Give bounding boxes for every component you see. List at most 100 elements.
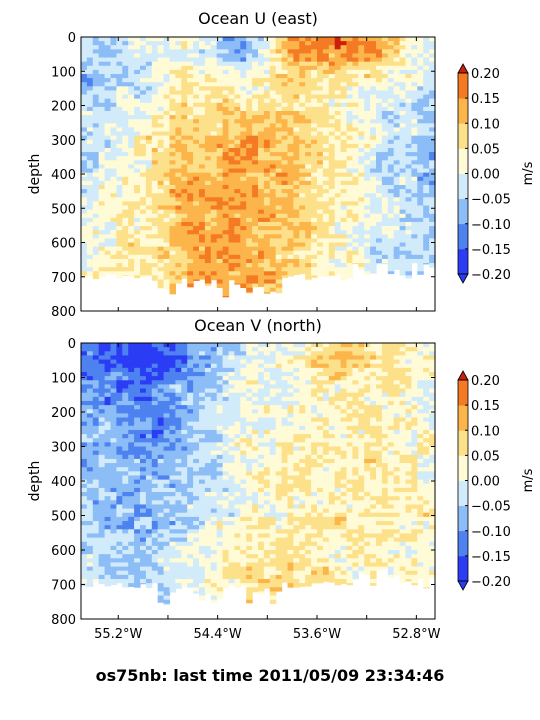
data-cell [81, 388, 88, 394]
data-cell [157, 500, 165, 506]
data-cell [393, 73, 401, 79]
y-tick-label: 0 [68, 31, 76, 46]
data-cell [293, 258, 300, 264]
data-cell [370, 45, 377, 50]
data-cell [175, 537, 182, 543]
data-cell [116, 504, 123, 510]
data-cell [346, 65, 353, 71]
data-cell [222, 209, 230, 215]
data-cell [193, 591, 200, 594]
data-cell [140, 475, 147, 481]
data-cell [199, 355, 206, 361]
data-cell [275, 143, 283, 149]
data-cell [269, 119, 277, 124]
data-cell [275, 160, 283, 166]
data-cell [116, 176, 123, 182]
data-cell [322, 65, 330, 71]
data-cell [376, 221, 383, 227]
data-cell [187, 363, 194, 369]
data-cell [234, 69, 241, 75]
data-cell [269, 115, 277, 120]
data-cell [328, 41, 336, 46]
data-cell [281, 65, 289, 71]
data-cell [86, 351, 94, 357]
data-cell [104, 371, 112, 377]
data-cell [204, 359, 212, 365]
data-cell [169, 221, 176, 227]
data-cell [163, 384, 171, 390]
data-cell [175, 578, 182, 584]
data-cell [122, 37, 129, 42]
data-cell [116, 110, 123, 116]
data-cell [222, 193, 230, 198]
data-cell [269, 90, 277, 96]
data-cell [364, 49, 371, 55]
data-cell [199, 102, 206, 108]
data-cell [393, 189, 401, 194]
data-cell [122, 541, 129, 547]
y-tick-label: 500 [51, 202, 76, 217]
data-cell [169, 384, 176, 390]
data-cell [387, 86, 395, 92]
data-cell [263, 65, 271, 71]
data-cell [98, 558, 106, 564]
data-cell [92, 467, 100, 472]
data-cell [281, 45, 289, 50]
data-cell [364, 189, 371, 194]
data-cell [376, 127, 383, 133]
data-cell [199, 172, 206, 178]
data-cell [399, 254, 407, 260]
data-cell [204, 367, 212, 373]
data-cell [246, 57, 253, 63]
data-cell [151, 521, 159, 526]
data-cell [145, 500, 153, 506]
data-cell [145, 160, 153, 166]
data-cell [163, 201, 171, 207]
data-cell [393, 184, 401, 190]
data-cell [92, 512, 100, 518]
data-cell [210, 65, 218, 71]
data-cell [287, 176, 294, 182]
data-cell [287, 152, 294, 157]
data-cell [110, 496, 117, 501]
data-cell [234, 246, 241, 252]
data-cell [151, 172, 159, 178]
data-cell [140, 351, 147, 357]
data-cell [429, 168, 436, 174]
data-cell [116, 471, 123, 477]
data-cell [134, 483, 141, 489]
data-cell [145, 537, 153, 543]
data-cell [275, 213, 283, 219]
data-cell [145, 230, 153, 235]
data-cell [258, 53, 265, 59]
data-cell [128, 110, 135, 116]
data-cell [204, 176, 212, 182]
data-cell [210, 512, 218, 518]
data-cell [151, 226, 159, 231]
data-cell [81, 574, 88, 580]
data-cell [311, 53, 318, 59]
data-cell [169, 558, 176, 564]
data-cell [92, 438, 100, 443]
data-cell [104, 458, 112, 464]
data-cell [358, 94, 365, 100]
data-cell [145, 106, 153, 112]
data-cell [134, 213, 141, 219]
data-cell [293, 49, 300, 55]
data-cell [311, 147, 318, 153]
data-cell [246, 221, 253, 227]
data-cell [157, 434, 165, 439]
data-cell [151, 434, 159, 439]
data-cell [157, 135, 165, 141]
data-cell [299, 254, 306, 260]
data-cell [252, 135, 259, 141]
data-cell [423, 197, 430, 202]
data-cell [210, 98, 218, 104]
data-cell [423, 94, 430, 100]
data-cell [175, 434, 182, 439]
data-cell [305, 230, 312, 235]
data-cell [104, 558, 112, 564]
data-cell [128, 454, 135, 460]
data-cell [157, 209, 165, 215]
data-cell [352, 201, 359, 207]
